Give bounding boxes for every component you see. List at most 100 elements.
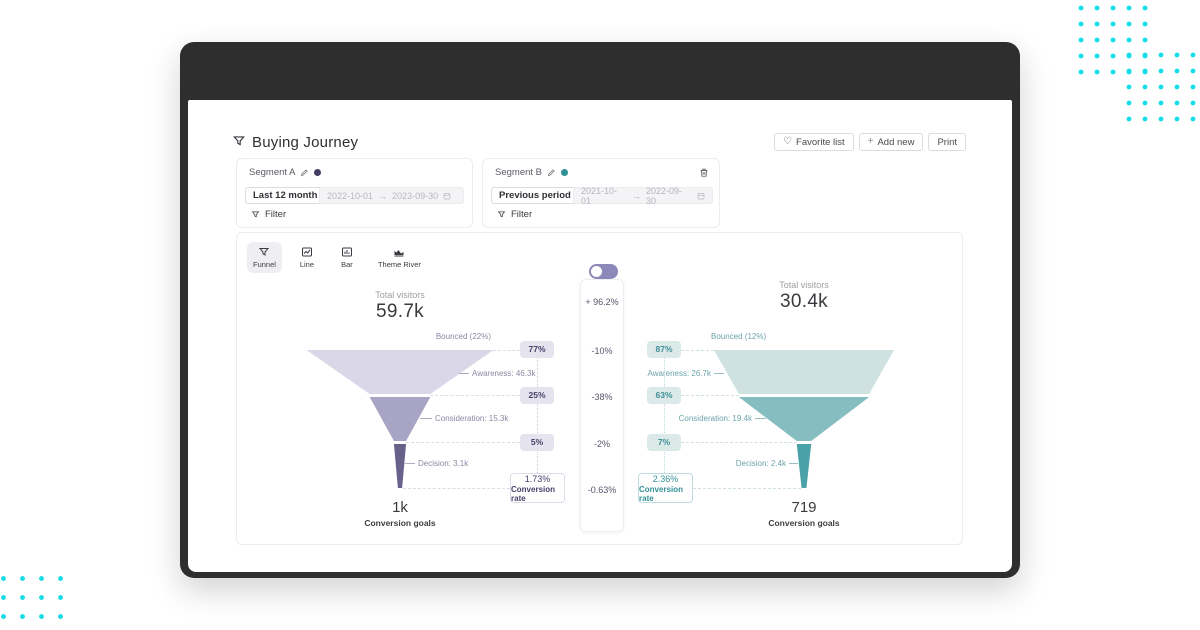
edit-pencil-icon[interactable] <box>300 168 309 177</box>
funnel-b-stage-decision-label: Decision: 2.4k <box>736 459 798 468</box>
funnel-a-conversion-rate-box: 1.73% Conversion rate <box>510 473 565 503</box>
funnel-chart-segment-a <box>306 350 494 488</box>
add-new-label: Add new <box>877 136 915 148</box>
chart-type-tabs: Funnel Line Bar Theme River <box>247 242 427 273</box>
segment-b-name: Segment B <box>495 167 542 178</box>
tab-theme-river[interactable]: Theme River <box>372 242 427 273</box>
connector-line <box>403 488 510 489</box>
comparison-consideration: -38% <box>591 392 613 402</box>
connector-line <box>681 395 739 396</box>
connector-line <box>430 395 520 396</box>
arrow-right-icon: → <box>632 190 641 201</box>
app-content: Buying Journey ♡ Favorite list + Add new… <box>188 100 1012 572</box>
favorite-list-label: Favorite list <box>796 136 845 148</box>
funnel-a-bounced-label: Bounced (22%) <box>435 332 491 341</box>
connector-line <box>693 488 801 489</box>
tab-bar[interactable]: Bar <box>332 242 362 273</box>
funnel-title-icon <box>232 134 246 148</box>
edit-pencil-icon[interactable] <box>547 168 556 177</box>
segment-a-date-start: 2022-10-01 <box>327 190 374 201</box>
page-title: Buying Journey <box>252 134 359 151</box>
funnel-b-stage-consideration-label: Consideration: 19.4k <box>679 414 766 423</box>
theme-river-chart-icon <box>394 250 404 257</box>
tab-theme-river-label: Theme River <box>377 260 421 269</box>
bar-chart-icon <box>341 247 352 257</box>
segment-a-period-label: Last 12 month <box>253 190 318 201</box>
segment-a-filter-button[interactable]: Filter <box>251 209 286 220</box>
segment-b-date-start: 2021-10-01 <box>581 185 618 206</box>
browser-window: Buying Journey ♡ Favorite list + Add new… <box>180 42 1020 578</box>
delete-segment-trash-icon[interactable] <box>699 167 709 178</box>
decor-dots-bottom-left <box>0 569 71 627</box>
funnel-b-goals-value: 719 <box>791 499 817 516</box>
segment-a-name-row: Segment A <box>249 167 322 178</box>
funnel-b-rate-badge-awareness: 87% <box>647 341 681 358</box>
funnel-b-stage-awareness-label: Awareness: 26.7k <box>648 369 724 378</box>
connector-line <box>493 350 520 351</box>
funnel-b-goals-label: Conversion goals <box>768 518 840 528</box>
print-button[interactable]: Print <box>928 133 966 151</box>
funnel-b-rate-badge-consideration: 63% <box>647 387 681 404</box>
funnel-a-goals-label: Conversion goals <box>364 518 436 528</box>
segment-a-date-range[interactable]: 2022-10-01 → 2023-09-30 <box>319 187 464 204</box>
segment-b-name-row: Segment B <box>495 167 568 178</box>
funnel-chart-icon <box>259 248 270 256</box>
connector-line <box>406 442 520 443</box>
calendar-icon <box>443 192 451 199</box>
comparison-conversion: -0.63% <box>587 485 617 495</box>
connector-line <box>681 442 797 443</box>
calendar-icon <box>697 192 705 199</box>
segment-b-period-label: Previous period <box>499 190 571 201</box>
segment-b-color-dot <box>561 169 568 176</box>
arrow-right-icon: → <box>378 190 388 201</box>
segment-b-panel: Segment B Previous period 2021-10-01 → <box>482 158 720 228</box>
comparison-total: + 96.2% <box>585 297 619 307</box>
favorite-list-button[interactable]: ♡ Favorite list <box>774 133 854 151</box>
segment-a-date-end: 2023-09-30 <box>392 190 439 201</box>
segment-b-date-range[interactable]: 2021-10-01 → 2022-09-30 <box>573 185 713 206</box>
funnel-a-stage-awareness-label: Awareness: 46.3k <box>459 369 535 378</box>
funnel-a-rate-badge-awareness: 77% <box>520 341 554 358</box>
funnel-b-bounced-label: Bounced (12%) <box>711 332 767 341</box>
tab-funnel-label: Funnel <box>253 260 276 269</box>
plus-icon: + <box>867 136 874 147</box>
line-chart-icon <box>301 247 312 257</box>
funnel-a-rate-badge-consideration: 25% <box>520 387 554 404</box>
funnel-a-stage-consideration-label: Consideration: 15.3k <box>420 414 508 423</box>
comparison-toggle[interactable] <box>589 264 618 279</box>
segment-b-filter-label: Filter <box>511 209 533 220</box>
funnel-a-goals-value: 1k <box>392 499 408 516</box>
funnel-b-total-label: Total visitors <box>779 280 829 290</box>
header-actions: ♡ Favorite list + Add new Print <box>774 133 966 151</box>
heart-icon: ♡ <box>783 136 793 147</box>
connector-line <box>664 354 665 473</box>
segment-a-panel: Segment A Last 12 month 2022-10-01 → 202… <box>236 158 473 228</box>
chart-panel: Funnel Line Bar Theme River <box>236 232 963 545</box>
segment-b-date-end: 2022-09-30 <box>646 185 683 206</box>
funnel-b-total-value: 30.4k <box>780 291 828 312</box>
funnel-a-total-value: 59.7k <box>376 301 424 322</box>
segment-b-filter-button[interactable]: Filter <box>497 209 532 220</box>
funnel-b-rate-badge-decision: 7% <box>647 434 681 451</box>
segment-a-filter-label: Filter <box>265 209 287 220</box>
connector-line <box>681 350 714 351</box>
connector-line <box>537 354 538 473</box>
comparison-decision: -2% <box>593 439 610 449</box>
funnel-chart-segment-b <box>714 350 894 488</box>
tab-line[interactable]: Line <box>292 242 322 273</box>
toggle-knob <box>591 266 602 277</box>
filter-funnel-icon <box>251 211 260 218</box>
comparison-card: + 96.2% -10% -38% -2% -0.63% <box>580 279 624 532</box>
add-new-button[interactable]: + Add new <box>858 133 924 151</box>
decor-dots-top-right-b <box>1121 47 1200 127</box>
print-label: Print <box>937 136 957 148</box>
segment-a-color-dot <box>314 169 322 176</box>
segment-a-name: Segment A <box>249 167 296 178</box>
funnel-b-conversion-rate-box: 2.36% Conversion rate <box>638 473 693 503</box>
tab-line-label: Line <box>299 260 315 269</box>
comparison-awareness: -10% <box>591 346 613 356</box>
funnel-a-rate-badge-decision: 5% <box>520 434 554 451</box>
tab-bar-label: Bar <box>341 260 353 269</box>
tab-funnel[interactable]: Funnel <box>247 242 282 273</box>
